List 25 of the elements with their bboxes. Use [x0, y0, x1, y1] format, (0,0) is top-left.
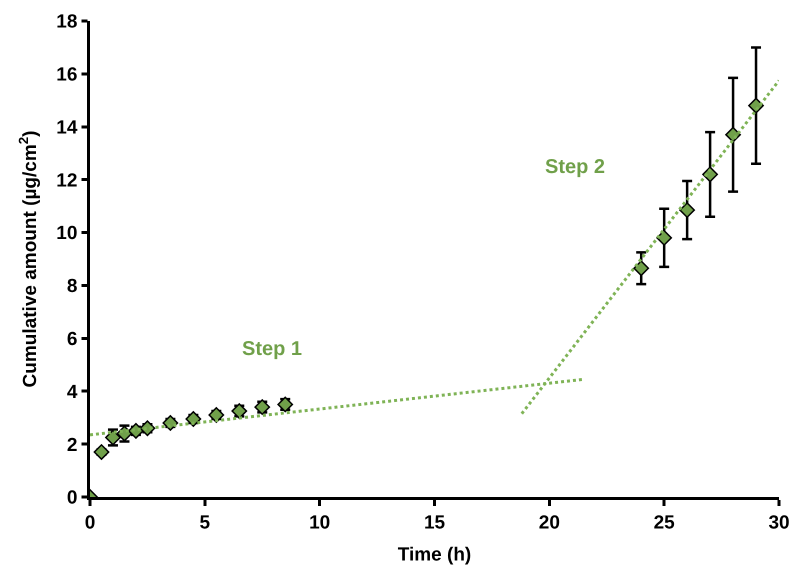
- y-tick-label: 18: [56, 12, 78, 33]
- point: [140, 420, 156, 436]
- y-tick-label: 16: [56, 64, 78, 86]
- x-tick-label: 15: [424, 512, 446, 534]
- y-tick-label: 6: [66, 328, 78, 350]
- x-tick-label: 25: [654, 512, 676, 534]
- point: [94, 444, 110, 460]
- y-tick-label: 0: [66, 488, 78, 509]
- y-tick-label: 8: [66, 276, 78, 298]
- x-tick-label: 5: [200, 512, 211, 534]
- annotation: Step 1: [242, 338, 302, 360]
- x-tick-label: 0: [84, 512, 96, 534]
- x-tick-label: 20: [538, 512, 560, 534]
- point: [679, 202, 696, 218]
- x-axis-title: Time (h): [398, 544, 472, 566]
- y-tick-label: 14: [56, 117, 78, 138]
- point: [656, 230, 672, 246]
- y-tick-label: 4: [66, 382, 78, 403]
- x-tick-label: 10: [309, 512, 330, 534]
- x-tick-label: 30: [768, 512, 790, 534]
- y-tick-label: 2: [66, 434, 78, 456]
- y-tick-label: 10: [56, 223, 78, 244]
- y-tick-label: 12: [56, 170, 78, 192]
- point: [633, 260, 650, 276]
- annotation: Step 2: [545, 156, 606, 178]
